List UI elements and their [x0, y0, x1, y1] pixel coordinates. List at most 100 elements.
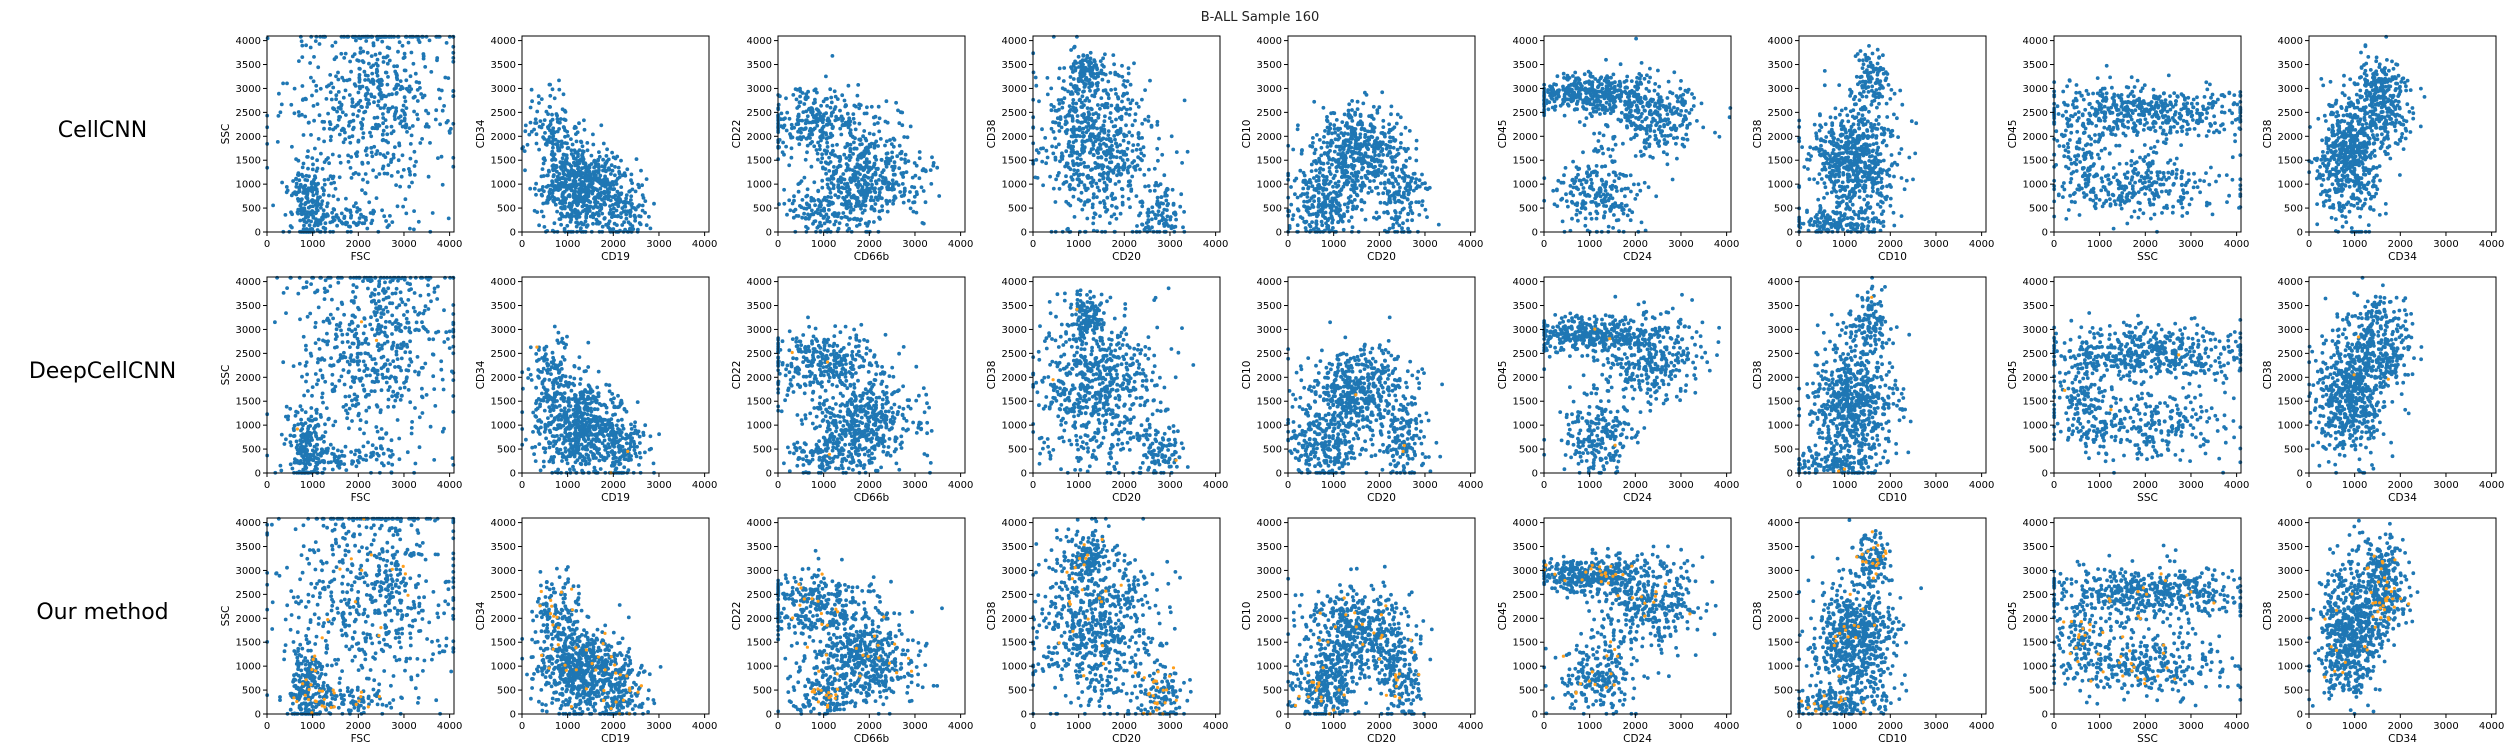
data-point: [315, 207, 319, 211]
data-point: [1122, 106, 1126, 110]
data-point: [856, 158, 860, 162]
data-point: [565, 224, 569, 228]
data-point: [603, 162, 607, 166]
data-point: [827, 208, 831, 212]
data-point: [569, 137, 573, 141]
data-point: [366, 51, 370, 55]
data-point: [562, 125, 566, 129]
data-point: [355, 150, 359, 154]
scatter-panel: 0 1000 2000 3000 400005001000150020002500300…: [986, 35, 1228, 263]
data-point: [1124, 123, 1128, 127]
data-point: [876, 167, 880, 171]
data-point: [812, 101, 816, 105]
data-point: [1063, 96, 1067, 100]
data-point: [369, 35, 373, 39]
data-point: [802, 127, 806, 131]
data-point: [831, 110, 835, 114]
data-point: [415, 80, 419, 84]
data-point: [902, 201, 906, 205]
data-point: [1112, 212, 1116, 216]
data-point: [796, 115, 800, 119]
data-point: [792, 209, 796, 213]
scatter-panel: 0 1000 2000 3000 400005001000150020002500300…: [475, 36, 717, 263]
data-point: [837, 227, 841, 231]
data-point: [1098, 142, 1102, 146]
data-point: [892, 137, 896, 141]
data-point: [529, 106, 533, 110]
data-point: [319, 87, 323, 91]
data-point: [795, 214, 799, 218]
data-point: [812, 89, 816, 93]
data-point: [795, 122, 799, 126]
data-point: [1107, 137, 1111, 141]
data-point: [535, 110, 539, 114]
data-point: [1091, 222, 1095, 226]
data-point: [381, 112, 385, 116]
data-point: [891, 168, 895, 172]
data-point: [1126, 147, 1130, 151]
data-point: [808, 136, 812, 140]
data-point: [590, 192, 594, 196]
data-point: [586, 210, 590, 214]
data-point: [335, 224, 339, 228]
data-point: [304, 43, 308, 47]
data-point: [400, 119, 404, 123]
data-point: [833, 89, 837, 93]
data-point: [285, 82, 289, 86]
data-point: [805, 202, 809, 206]
data-point: [622, 205, 626, 209]
data-point: [849, 128, 853, 132]
data-point: [569, 218, 573, 222]
data-point: [891, 178, 895, 182]
data-point: [343, 215, 347, 219]
data-point: [323, 160, 327, 164]
data-point: [630, 206, 634, 210]
data-point: [527, 133, 531, 137]
data-point: [301, 97, 305, 101]
data-point: [787, 163, 791, 167]
data-point: [1043, 136, 1047, 140]
data-point: [326, 214, 330, 218]
data-point: [386, 151, 390, 155]
data-point: [1136, 143, 1140, 147]
data-point: [830, 101, 834, 105]
point-cloud: [776, 54, 941, 234]
data-point: [535, 132, 539, 136]
data-point: [1085, 165, 1089, 169]
data-point: [1112, 62, 1116, 66]
data-point: [553, 186, 557, 190]
data-point: [849, 179, 853, 183]
data-point: [337, 106, 341, 110]
data-point: [783, 116, 787, 120]
data-point: [373, 95, 377, 99]
data-point: [451, 56, 455, 60]
data-point: [297, 110, 301, 114]
data-point: [543, 131, 547, 135]
data-point: [416, 99, 420, 103]
data-point: [1069, 48, 1073, 52]
data-point: [370, 151, 374, 155]
data-point: [1041, 183, 1045, 187]
data-point: [382, 129, 386, 133]
data-point: [901, 182, 905, 186]
data-point: [395, 64, 399, 68]
data-point: [367, 102, 371, 106]
data-point: [303, 115, 307, 119]
data-point: [321, 167, 325, 171]
data-point: [849, 150, 853, 154]
data-point: [1060, 126, 1064, 130]
data-point: [1120, 187, 1124, 191]
data-point: [856, 94, 860, 98]
data-point: [872, 220, 876, 224]
data-point: [1077, 55, 1081, 59]
data-point: [539, 119, 543, 123]
data-point: [380, 208, 384, 212]
data-point: [1072, 195, 1076, 199]
data-point: [356, 140, 360, 144]
data-point: [637, 203, 641, 207]
data-point: [451, 60, 455, 64]
data-point: [818, 136, 822, 140]
data-point: [329, 90, 333, 94]
data-point: [366, 161, 370, 165]
data-point: [619, 159, 623, 163]
